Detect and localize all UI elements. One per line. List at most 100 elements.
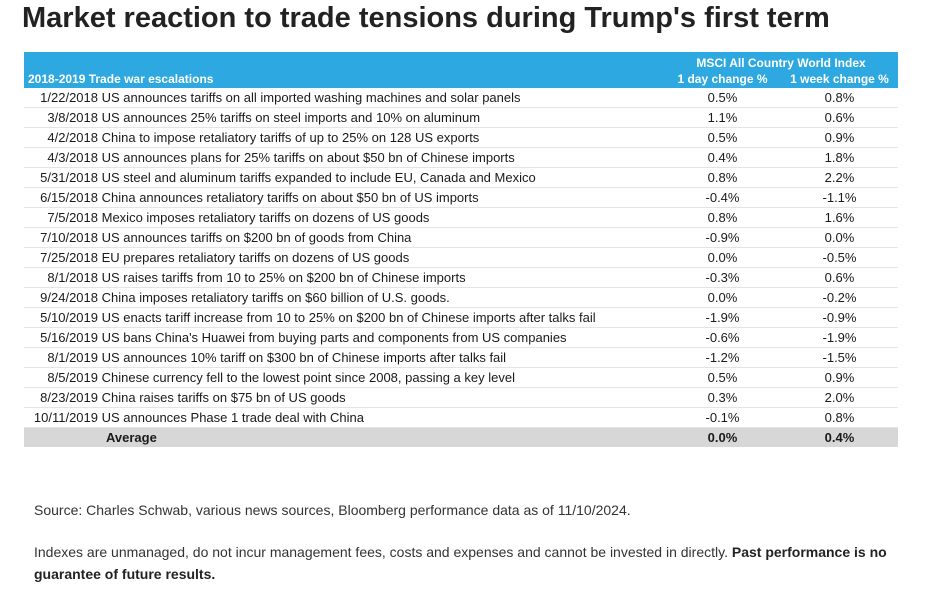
- week-change-value: 1.8%: [781, 147, 898, 168]
- event-description: US bans China's Huawei from buying parts…: [101, 330, 567, 345]
- table-row: 7/5/2018 Mexico imposes retaliatory tari…: [24, 207, 898, 228]
- group-header: MSCI All Country World Index: [664, 52, 898, 70]
- event-description: China imposes retaliatory tariffs on $60…: [101, 290, 450, 305]
- table-row: 6/15/2018 China announces retaliatory ta…: [24, 187, 898, 208]
- week-change-value: -0.9%: [781, 307, 898, 328]
- week-change-value: 0.6%: [781, 267, 898, 288]
- event-date: 1/22/2018: [40, 90, 98, 105]
- header-blank: [24, 52, 664, 70]
- day-change-value: 0.8%: [664, 207, 781, 228]
- event-date: 8/23/2019: [40, 390, 98, 405]
- day-change-value: -0.3%: [664, 267, 781, 288]
- week-change-value: 0.6%: [781, 107, 898, 128]
- event-cell: 5/31/2018 US steel and aluminum tariffs …: [24, 167, 664, 188]
- disclaimer-note: Indexes are unmanaged, do not incur mana…: [34, 541, 944, 585]
- day-change-value: 0.5%: [664, 88, 781, 108]
- event-cell: 8/1/2018 US raises tariffs from 10 to 25…: [24, 267, 664, 288]
- day-change-value: 0.0%: [664, 287, 781, 308]
- day-change-value: 0.5%: [664, 367, 781, 388]
- week-change-value: -1.9%: [781, 327, 898, 348]
- table-row: 8/1/2019 US announces 10% tariff on $300…: [24, 347, 898, 368]
- day-change-value: 0.0%: [664, 247, 781, 268]
- column-header-day: 1 day change %: [664, 70, 781, 88]
- week-change-value: 0.8%: [781, 88, 898, 108]
- event-cell: 7/5/2018 Mexico imposes retaliatory tari…: [24, 207, 664, 228]
- day-change-value: 0.5%: [664, 127, 781, 148]
- event-date: 7/10/2018: [40, 230, 98, 245]
- day-change-value: -0.6%: [664, 327, 781, 348]
- day-change-value: 0.4%: [664, 147, 781, 168]
- event-description: US announces plans for 25% tariffs on ab…: [101, 150, 515, 165]
- event-cell: 3/8/2018 US announces 25% tariffs on ste…: [24, 107, 664, 128]
- page-title: Market reaction to trade tensions during…: [22, 2, 830, 34]
- event-cell: 7/10/2018 US announces tariffs on $200 b…: [24, 227, 664, 248]
- event-date: 4/3/2018: [47, 150, 98, 165]
- average-week-value: 0.4%: [781, 427, 898, 447]
- event-description: China raises tariffs on $75 bn of US goo…: [101, 390, 346, 405]
- event-cell: 7/25/2018 EU prepares retaliatory tariff…: [24, 247, 664, 268]
- column-header-week: 1 week change %: [781, 70, 898, 88]
- event-description: US announces Phase 1 trade deal with Chi…: [101, 410, 364, 425]
- event-date: 5/10/2019: [40, 310, 98, 325]
- event-cell: 8/1/2019 US announces 10% tariff on $300…: [24, 347, 664, 368]
- event-cell: 6/15/2018 China announces retaliatory ta…: [24, 187, 664, 208]
- table-row: 3/8/2018 US announces 25% tariffs on ste…: [24, 107, 898, 128]
- event-date: 7/25/2018: [40, 250, 98, 265]
- event-cell: 9/24/2018 China imposes retaliatory tari…: [24, 287, 664, 308]
- event-cell: 4/2/2018 China to impose retaliatory tar…: [24, 127, 664, 148]
- day-change-value: -0.9%: [664, 227, 781, 248]
- event-description: Mexico imposes retaliatory tariffs on do…: [101, 210, 430, 225]
- event-date: 10/11/2019: [33, 410, 98, 425]
- disclaimer-text: Indexes are unmanaged, do not incur mana…: [34, 544, 732, 560]
- table-row: 8/23/2019 China raises tariffs on $75 bn…: [24, 387, 898, 408]
- event-description: US announces tariffs on all imported was…: [101, 90, 521, 105]
- event-date: 8/1/2019: [47, 350, 98, 365]
- table-row: 5/10/2019 US enacts tariff increase from…: [24, 307, 898, 328]
- table-row: 1/22/2018 US announces tariffs on all im…: [24, 88, 898, 108]
- event-description: China to impose retaliatory tariffs of u…: [101, 130, 480, 145]
- event-date: 8/1/2018: [47, 270, 98, 285]
- table-body: 1/22/2018 US announces tariffs on all im…: [24, 88, 898, 447]
- table-row: 9/24/2018 China imposes retaliatory tari…: [24, 287, 898, 308]
- week-change-value: -0.2%: [781, 287, 898, 308]
- day-change-value: -0.4%: [664, 187, 781, 208]
- event-date: 4/2/2018: [47, 130, 98, 145]
- week-change-value: 0.0%: [781, 227, 898, 248]
- day-change-value: 0.8%: [664, 167, 781, 188]
- week-change-value: 0.9%: [781, 127, 898, 148]
- table-row: 8/5/2019 Chinese currency fell to the lo…: [24, 367, 898, 388]
- table-row: 4/3/2018 US announces plans for 25% tari…: [24, 147, 898, 168]
- table-row: 4/2/2018 China to impose retaliatory tar…: [24, 127, 898, 148]
- week-change-value: -1.5%: [781, 347, 898, 368]
- event-description: US raises tariffs from 10 to 25% on $200…: [101, 270, 466, 285]
- week-change-value: 0.8%: [781, 407, 898, 428]
- day-change-value: 0.3%: [664, 387, 781, 408]
- event-date: 3/8/2018: [47, 110, 98, 125]
- table-row: 8/1/2018 US raises tariffs from 10 to 25…: [24, 267, 898, 288]
- event-cell: 8/5/2019 Chinese currency fell to the lo…: [24, 367, 664, 388]
- week-change-value: 2.2%: [781, 167, 898, 188]
- week-change-value: 0.9%: [781, 367, 898, 388]
- table-row: 7/10/2018 US announces tariffs on $200 b…: [24, 227, 898, 248]
- week-change-value: 2.0%: [781, 387, 898, 408]
- source-note: Source: Charles Schwab, various news sou…: [34, 502, 631, 518]
- event-cell: 1/22/2018 US announces tariffs on all im…: [24, 88, 664, 108]
- event-cell: 5/10/2019 US enacts tariff increase from…: [24, 307, 664, 328]
- event-cell: 5/16/2019 US bans China's Huawei from bu…: [24, 327, 664, 348]
- event-description: US steel and aluminum tariffs expanded t…: [101, 170, 536, 185]
- week-change-value: 1.6%: [781, 207, 898, 228]
- event-cell: 8/23/2019 China raises tariffs on $75 bn…: [24, 387, 664, 408]
- week-change-value: -0.5%: [781, 247, 898, 268]
- event-description: US enacts tariff increase from 10 to 25%…: [101, 310, 596, 325]
- event-cell: 4/3/2018 US announces plans for 25% tari…: [24, 147, 664, 168]
- event-date: 5/31/2018: [40, 170, 98, 185]
- disclaimer-bold: Past performance is no guarantee of futu…: [34, 544, 887, 582]
- average-row: Average 0.0% 0.4%: [24, 427, 898, 447]
- table-row: 7/25/2018 EU prepares retaliatory tariff…: [24, 247, 898, 268]
- trade-war-table: MSCI All Country World Index 2018-2019 T…: [24, 52, 898, 447]
- day-change-value: -0.1%: [664, 407, 781, 428]
- day-change-value: -1.9%: [664, 307, 781, 328]
- event-description: US announces 10% tariff on $300 bn of Ch…: [101, 350, 507, 365]
- average-label: Average: [24, 427, 664, 447]
- column-header-events: 2018-2019 Trade war escalations: [24, 70, 664, 88]
